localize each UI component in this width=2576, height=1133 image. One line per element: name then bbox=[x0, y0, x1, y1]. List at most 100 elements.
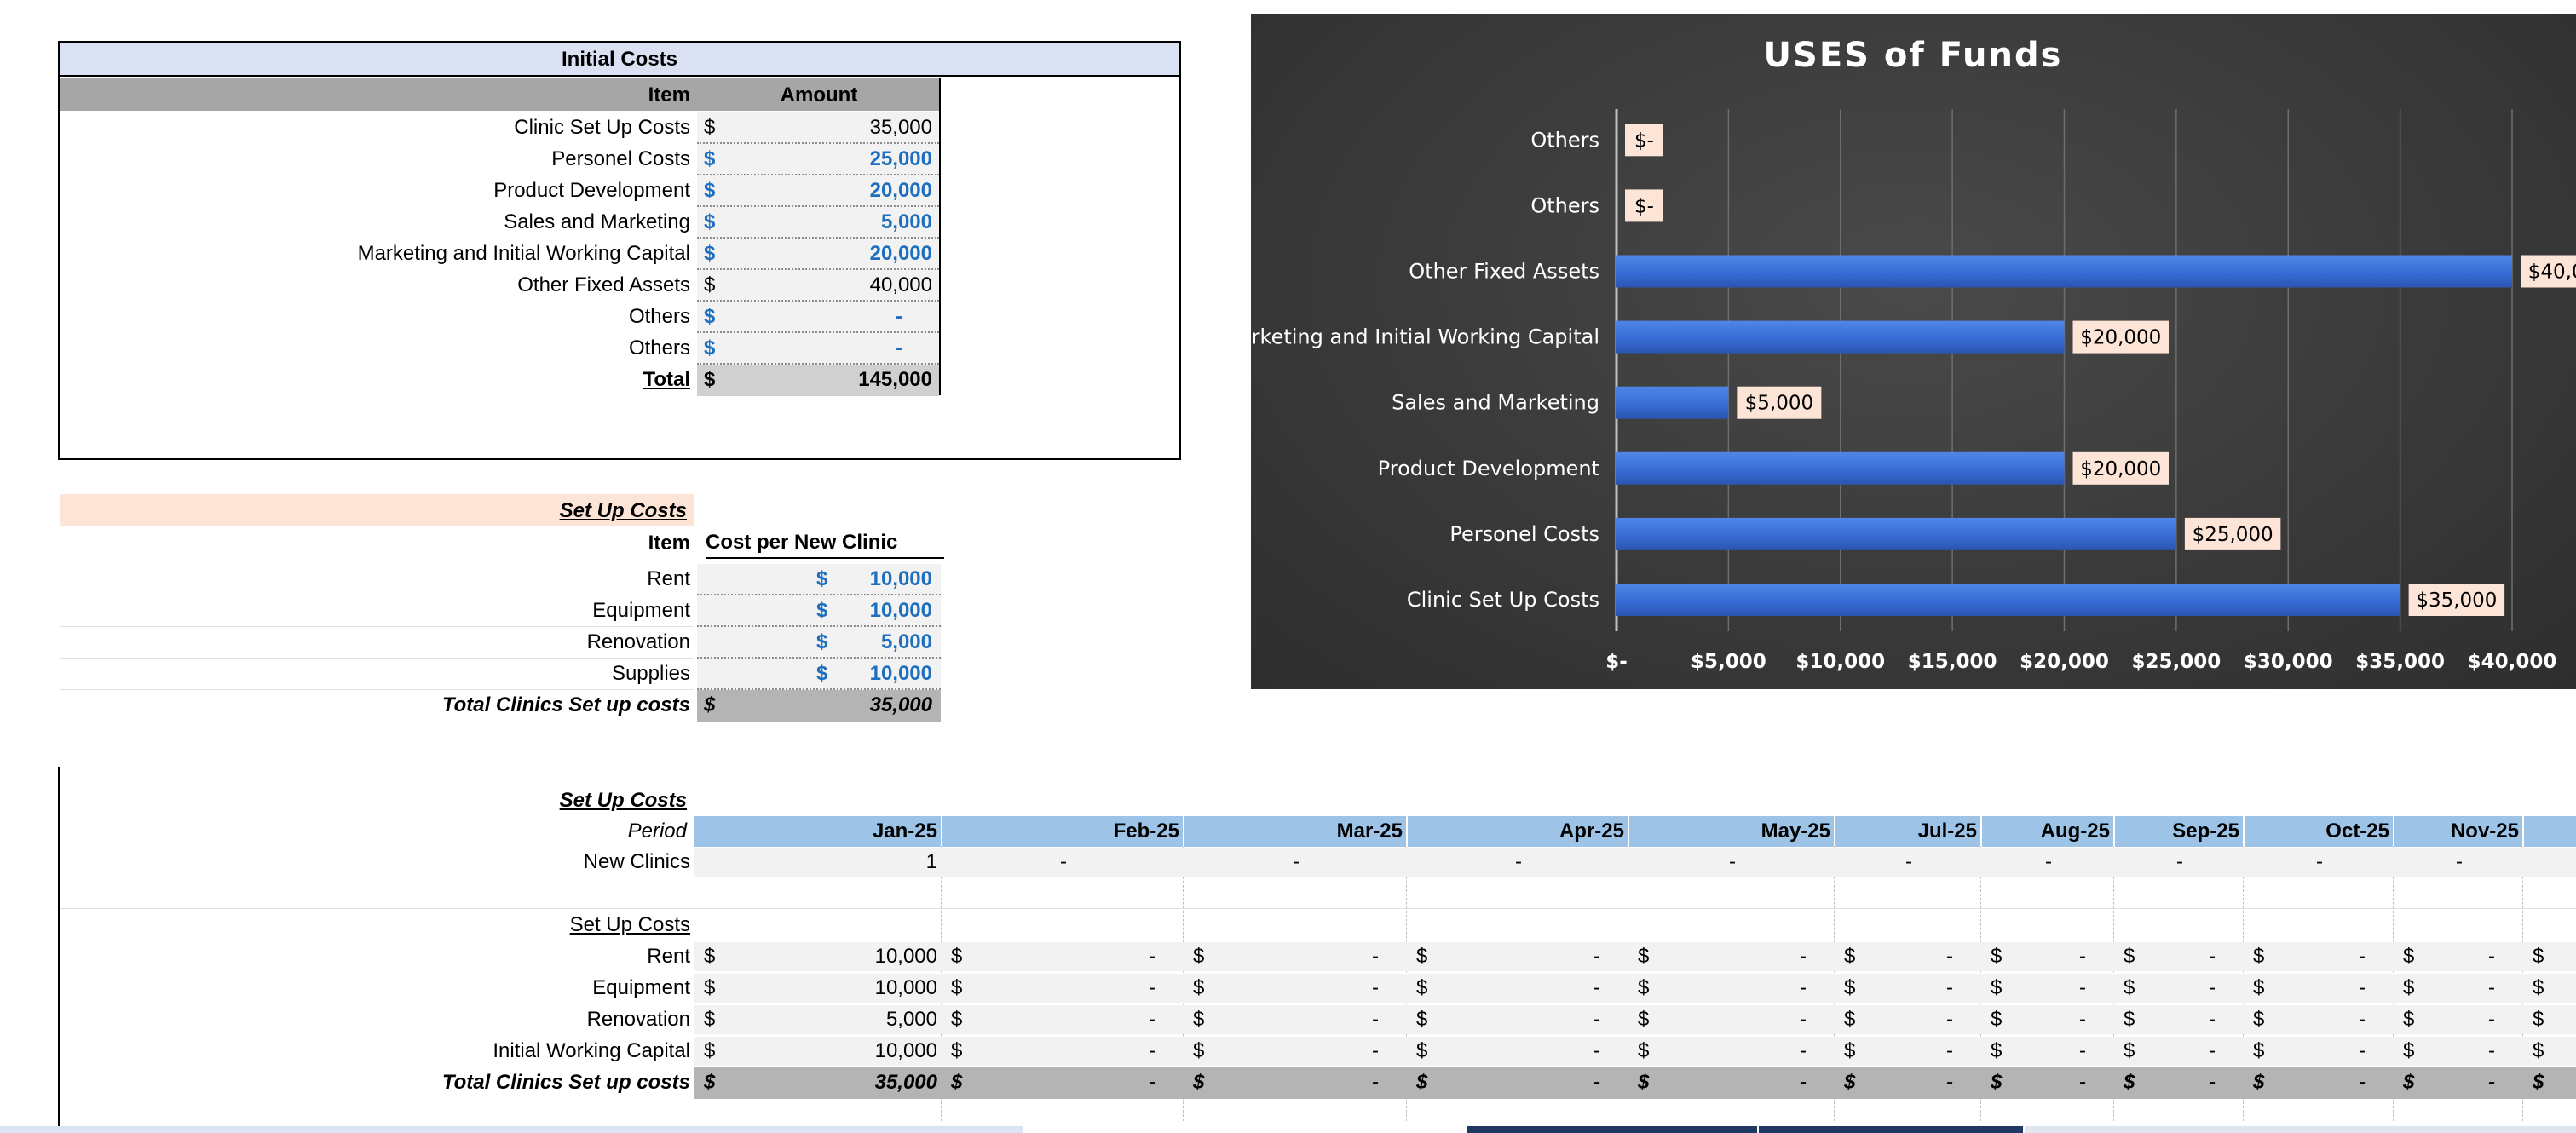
schedule-value[interactable]: - bbox=[2079, 976, 2086, 999]
schedule-value[interactable]: 10,000 bbox=[874, 976, 937, 999]
schedule-value[interactable]: - bbox=[1372, 945, 1379, 968]
sheet-tab-strip-right[interactable] bbox=[2025, 1126, 2576, 1133]
period-header: Feb-25 bbox=[1113, 820, 1179, 843]
schedule-value[interactable]: - bbox=[2359, 1008, 2366, 1031]
new-clinics-value[interactable]: - bbox=[2045, 850, 2052, 873]
schedule-value[interactable]: - bbox=[2209, 976, 2216, 999]
schedule-value[interactable]: - bbox=[1149, 1008, 1155, 1031]
schedule-value[interactable]: - bbox=[1946, 1039, 1953, 1062]
setup-amount-cell[interactable] bbox=[697, 659, 941, 690]
cost-amount[interactable]: - bbox=[896, 336, 902, 359]
schedule-value[interactable]: - bbox=[1946, 976, 1953, 999]
new-clinics-value[interactable]: - bbox=[1515, 850, 1522, 873]
schedule-value[interactable]: - bbox=[2359, 1039, 2366, 1062]
schedule-value[interactable]: - bbox=[1800, 1039, 1807, 1062]
period-separator bbox=[1834, 816, 1835, 847]
schedule-value[interactable]: 10,000 bbox=[874, 945, 937, 968]
uses-of-funds-chart[interactable]: USES of Funds $- $5,000 $10,000 $15,000 $20,0… bbox=[1251, 14, 2576, 689]
cost-amount[interactable]: 35,000 bbox=[869, 116, 932, 139]
data-label-box bbox=[1737, 386, 1822, 419]
amount-cell[interactable] bbox=[697, 302, 939, 333]
setup-amount[interactable]: 10,000 bbox=[869, 599, 932, 622]
data-label-box bbox=[1625, 189, 1663, 222]
sheet-tab-strip-active[interactable] bbox=[1467, 1126, 1757, 1133]
schedule-value[interactable]: - bbox=[2079, 1008, 2086, 1031]
schedule-value[interactable]: - bbox=[1593, 1008, 1600, 1031]
period-separator bbox=[1183, 816, 1184, 847]
cost-amount[interactable]: 20,000 bbox=[869, 179, 932, 202]
new-clinics-value[interactable]: - bbox=[1729, 850, 1736, 873]
schedule-value[interactable]: - bbox=[1946, 945, 1953, 968]
cost-amount[interactable]: 5,000 bbox=[880, 210, 932, 233]
schedule-value[interactable]: - bbox=[2488, 945, 2495, 968]
currency-symbol: $ bbox=[2403, 976, 2415, 999]
schedule-value[interactable]: - bbox=[1372, 976, 1379, 999]
setup-amount-cell[interactable] bbox=[697, 564, 941, 595]
cost-amount[interactable]: 25,000 bbox=[869, 147, 932, 170]
schedule-value[interactable]: - bbox=[2488, 1039, 2495, 1062]
schedule-value[interactable]: - bbox=[1800, 1008, 1807, 1031]
amount-cell[interactable] bbox=[697, 270, 939, 302]
currency-symbol: $ bbox=[1638, 976, 1650, 999]
cost-amount[interactable]: 20,000 bbox=[869, 242, 932, 265]
schedule-value[interactable]: - bbox=[1946, 1008, 1953, 1031]
currency-symbol: $ bbox=[2253, 1008, 2265, 1031]
schedule-value[interactable]: - bbox=[2488, 1008, 2495, 1031]
schedule-value[interactable]: - bbox=[1372, 1039, 1379, 1062]
new-clinics-value[interactable]: - bbox=[1293, 850, 1300, 873]
schedule-value[interactable]: - bbox=[2359, 976, 2366, 999]
period-separator bbox=[1980, 816, 1982, 847]
new-clinics-value[interactable]: - bbox=[1060, 850, 1067, 873]
schedule-value[interactable]: - bbox=[2209, 945, 2216, 968]
schedule-value[interactable]: - bbox=[1149, 976, 1155, 999]
new-clinics-value[interactable]: - bbox=[2316, 850, 2323, 873]
amount-cell[interactable] bbox=[697, 207, 939, 239]
schedule-value[interactable]: - bbox=[2209, 1008, 2216, 1031]
schedule-value[interactable]: - bbox=[1593, 1039, 1600, 1062]
schedule-value[interactable]: - bbox=[1800, 945, 1807, 968]
setup-amount[interactable]: 10,000 bbox=[869, 567, 932, 590]
setup-amount[interactable]: 10,000 bbox=[869, 662, 932, 685]
setup-amount[interactable]: 5,000 bbox=[880, 630, 932, 653]
cost-amount[interactable]: 40,000 bbox=[869, 273, 932, 296]
cost-amount[interactable]: - bbox=[896, 305, 902, 328]
currency-symbol: $ bbox=[2403, 1008, 2415, 1031]
currency-symbol: $ bbox=[1844, 1039, 1856, 1062]
data-label-box bbox=[2184, 517, 2281, 550]
currency-symbol: $ bbox=[1638, 1071, 1650, 1094]
currency-symbol: $ bbox=[2403, 1039, 2415, 1062]
new-clinics-value[interactable]: - bbox=[2456, 850, 2463, 873]
schedule-value[interactable]: - bbox=[1372, 1008, 1379, 1031]
amount-cell[interactable] bbox=[697, 175, 939, 207]
schedule-value[interactable]: - bbox=[2209, 1039, 2216, 1062]
currency-symbol: $ bbox=[951, 1039, 963, 1062]
currency-symbol: $ bbox=[704, 976, 716, 999]
schedule-value[interactable]: - bbox=[2488, 976, 2495, 999]
total-currency: $ bbox=[704, 368, 716, 391]
new-clinics-value[interactable]: - bbox=[2176, 850, 2183, 873]
schedule-value[interactable]: - bbox=[1593, 976, 1600, 999]
schedule-value[interactable]: 5,000 bbox=[885, 1008, 937, 1031]
data-label: $20,000 bbox=[2080, 327, 2161, 349]
sheet-tab-strip-second[interactable] bbox=[1759, 1126, 2023, 1133]
new-clinics-value[interactable]: - bbox=[1905, 850, 1912, 873]
schedule-value[interactable]: - bbox=[2359, 945, 2366, 968]
amount-cell[interactable] bbox=[697, 112, 939, 144]
schedule-value[interactable]: - bbox=[1593, 945, 1600, 968]
schedule-value[interactable]: - bbox=[2079, 945, 2086, 968]
setup-total-currency: $ bbox=[704, 693, 716, 716]
schedule-value[interactable]: - bbox=[1149, 1039, 1155, 1062]
schedule-value[interactable]: - bbox=[1800, 976, 1807, 999]
amount-cell[interactable] bbox=[697, 239, 939, 270]
setup-amount-cell[interactable] bbox=[697, 627, 941, 659]
schedule-left-border bbox=[58, 767, 60, 1126]
setup-amount-cell[interactable] bbox=[697, 595, 941, 627]
schedule-row-bg bbox=[694, 942, 2576, 971]
schedule-value[interactable]: - bbox=[2079, 1039, 2086, 1062]
new-clinics-value[interactable]: 1 bbox=[925, 850, 937, 873]
schedule-value[interactable]: - bbox=[1149, 945, 1155, 968]
amount-cell[interactable] bbox=[697, 144, 939, 175]
schedule-value[interactable]: 10,000 bbox=[874, 1039, 937, 1062]
amount-cell[interactable] bbox=[697, 333, 939, 365]
sheet-tab-strip-left[interactable] bbox=[0, 1126, 1023, 1133]
